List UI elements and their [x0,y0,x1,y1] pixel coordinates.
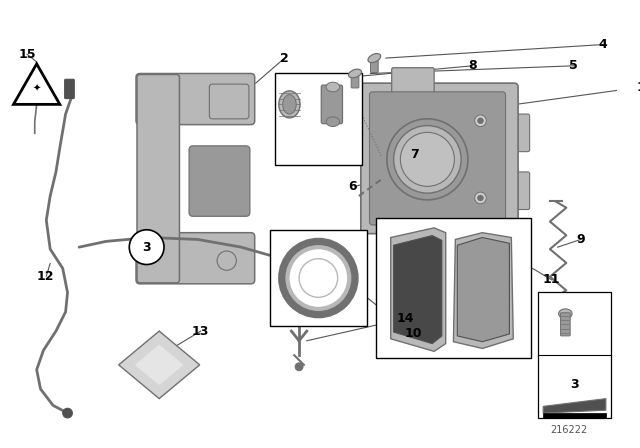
FancyBboxPatch shape [369,92,506,225]
Text: 4: 4 [598,38,607,51]
Text: 10: 10 [404,327,422,340]
Text: 12: 12 [36,270,54,283]
Circle shape [394,125,461,193]
Ellipse shape [283,95,296,114]
FancyBboxPatch shape [136,73,255,125]
Polygon shape [543,399,606,413]
Ellipse shape [349,69,362,78]
Polygon shape [135,345,184,385]
FancyBboxPatch shape [538,293,611,418]
Ellipse shape [368,54,381,63]
FancyBboxPatch shape [508,114,530,151]
FancyBboxPatch shape [387,224,439,249]
FancyBboxPatch shape [543,413,606,418]
FancyBboxPatch shape [351,73,359,88]
FancyBboxPatch shape [371,57,378,73]
Ellipse shape [279,91,300,118]
Circle shape [477,118,483,124]
Text: 13: 13 [192,325,209,338]
FancyBboxPatch shape [189,146,250,216]
Text: 6: 6 [348,180,357,193]
FancyBboxPatch shape [65,79,74,99]
Polygon shape [13,64,60,104]
Polygon shape [453,233,513,349]
FancyBboxPatch shape [321,85,342,124]
Text: 3: 3 [570,378,579,391]
FancyBboxPatch shape [508,172,530,210]
Polygon shape [391,228,445,351]
Circle shape [475,192,486,204]
FancyBboxPatch shape [137,74,179,283]
Text: 15: 15 [19,47,36,60]
FancyBboxPatch shape [209,84,249,119]
Ellipse shape [326,117,340,126]
Circle shape [477,195,483,201]
Ellipse shape [559,309,572,319]
Circle shape [63,408,72,418]
Text: 3: 3 [142,241,151,254]
Text: 9: 9 [576,233,584,246]
Circle shape [217,251,236,270]
Text: 14: 14 [396,312,414,325]
Circle shape [401,132,454,186]
Circle shape [295,363,303,370]
FancyBboxPatch shape [270,230,367,326]
Circle shape [284,243,353,313]
Text: 216222: 216222 [550,426,588,435]
FancyBboxPatch shape [136,233,255,284]
FancyBboxPatch shape [392,68,434,93]
Text: 11: 11 [542,273,560,286]
Circle shape [475,115,486,126]
FancyBboxPatch shape [561,313,570,336]
Text: 2: 2 [280,52,289,65]
Polygon shape [118,331,200,399]
Polygon shape [394,236,442,344]
Text: ✦: ✦ [33,83,41,93]
Circle shape [287,247,349,309]
Ellipse shape [326,82,340,92]
FancyBboxPatch shape [275,73,362,165]
Text: 1: 1 [637,81,640,94]
Polygon shape [458,237,509,342]
Circle shape [129,230,164,264]
Circle shape [387,119,468,200]
FancyBboxPatch shape [361,83,518,234]
Text: 7: 7 [410,148,419,161]
Text: 8: 8 [468,59,477,72]
Text: 5: 5 [569,59,578,72]
FancyBboxPatch shape [376,218,531,358]
Circle shape [299,259,338,297]
